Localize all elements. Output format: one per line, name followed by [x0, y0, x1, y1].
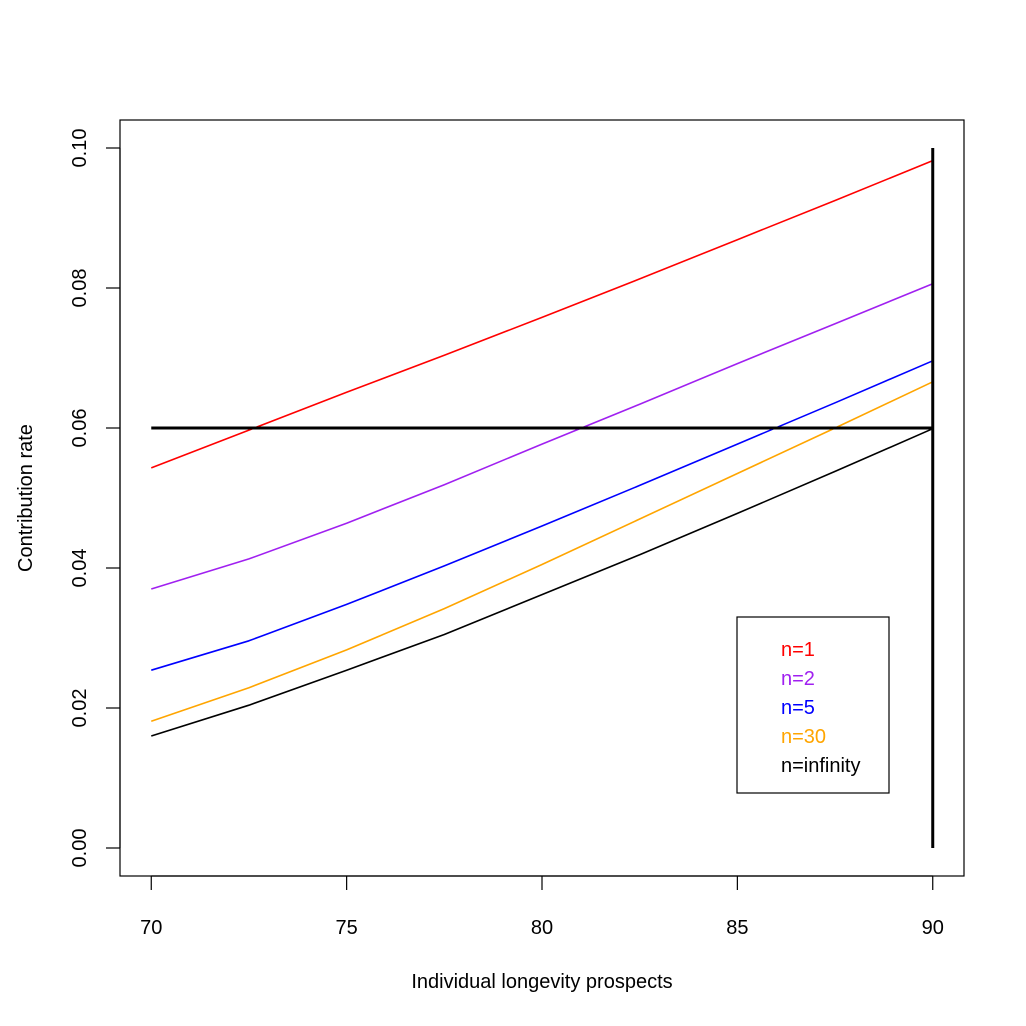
- x-axis-title: Individual longevity prospects: [411, 971, 672, 993]
- x-axis: 70 75 80 85 90: [140, 875, 944, 939]
- y-tick-label: 0.04: [69, 549, 91, 588]
- legend-box: [736, 616, 890, 794]
- series-line-3: [150, 381, 934, 723]
- y-axis: 0.00 0.02 0.04 0.06 0.08 0.10: [69, 129, 121, 868]
- series-line-2: [151, 360, 934, 671]
- legend-entry-2: n=5: [781, 697, 815, 719]
- series-layer: [150, 159, 934, 737]
- x-tick-label: 70: [140, 917, 162, 939]
- x-tick-label: 90: [922, 917, 944, 939]
- y-tick-label: 0.06: [69, 409, 91, 448]
- y-tick-label: 0.00: [69, 829, 91, 868]
- y-tick-label: 0.02: [69, 689, 91, 728]
- legend-entry-3: n=30: [781, 726, 826, 748]
- legend-entry-0: n=1: [781, 639, 815, 661]
- series-line-1: [151, 283, 934, 590]
- reference-lines: [151, 148, 935, 848]
- series-line-0: [150, 159, 934, 469]
- x-tick-label: 80: [531, 917, 553, 939]
- y-tick-label: 0.08: [69, 269, 91, 308]
- y-tick-label: 0.10: [69, 129, 91, 168]
- legend: n=1 n=2 n=5 n=30 n=infinity: [736, 616, 890, 794]
- legend-entry-4: n=infinity: [781, 755, 861, 777]
- x-tick-label: 75: [336, 917, 358, 939]
- legend-entry-1: n=2: [781, 668, 815, 690]
- series-line-4: [151, 427, 934, 737]
- x-tick-label: 85: [726, 917, 748, 939]
- y-axis-title: Contribution rate: [15, 424, 37, 572]
